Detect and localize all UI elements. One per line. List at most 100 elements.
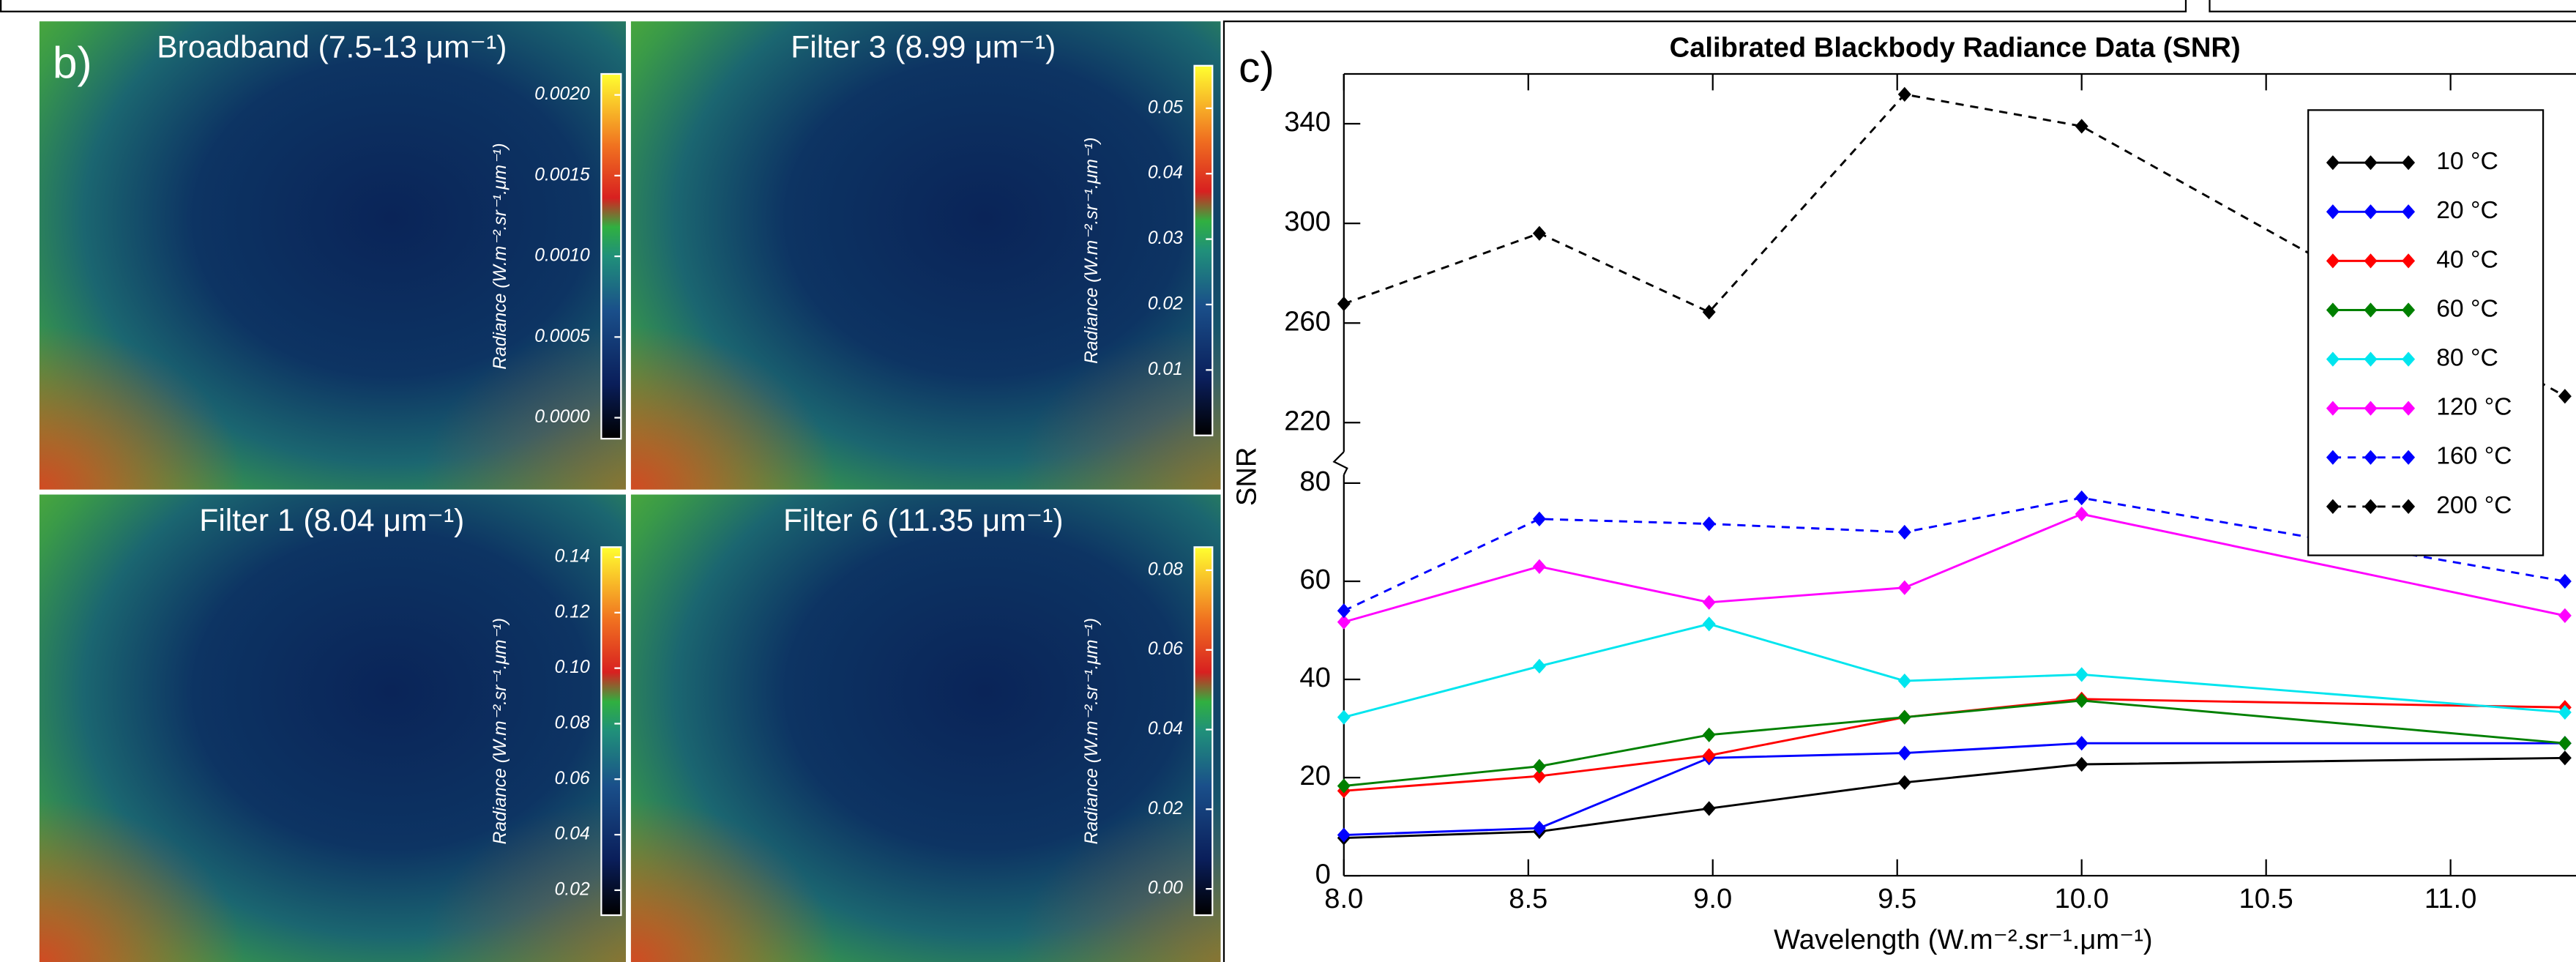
x-tick-label: 10.5 [2239, 883, 2293, 914]
colorbar-tick-label: 0.0020 [534, 84, 590, 104]
colorbar-tick-label: 0.03 [1148, 228, 1183, 248]
legend-label: 40 °C [2436, 246, 2498, 273]
colorbar-tick-label: 0.00 [1148, 879, 1183, 898]
marker [2558, 736, 2572, 751]
marker [1532, 821, 1546, 836]
marker [1897, 524, 1911, 540]
panel-title: Filter 3 (8.99 μm⁻¹) [791, 30, 1056, 65]
legend-label: 20 °C [2436, 197, 2498, 224]
chart-title: Calibrated Blackbody Radiance Data (SNR) [1670, 31, 2241, 63]
marker [2075, 756, 2088, 772]
marker [1702, 616, 1716, 632]
colorbar-tick-label: 0.06 [1148, 639, 1183, 659]
legend-label: 10 °C [2436, 148, 2498, 175]
marker [1337, 709, 1351, 725]
marker [1532, 225, 1546, 241]
marker [2558, 573, 2572, 589]
y-tick-label: 20 [1299, 760, 1330, 791]
legend-marker [2326, 204, 2340, 220]
colorbar-tick-label: 0.0010 [534, 246, 590, 266]
legend-marker [2326, 351, 2340, 367]
marker [2558, 750, 2572, 766]
colorbar-tick-label: 0.02 [1148, 294, 1183, 313]
panel-label: b) [53, 37, 92, 87]
panel-frame [1222, 20, 2576, 962]
y-tick-label: 300 [1284, 206, 1331, 237]
heatmap-corner [39, 21, 627, 490]
y-tick-label: 260 [1284, 305, 1331, 337]
panel-label: c) [1239, 44, 1274, 92]
marker [1337, 778, 1351, 794]
colorbar-tick-label: 0.04 [555, 824, 590, 844]
colorbar-tick-label: 0.12 [555, 602, 590, 622]
colorbar-tick-label: 0.04 [1148, 719, 1183, 739]
x-axis-label: Wavelength (W.m⁻².sr⁻¹.μm⁻¹) [1774, 924, 2152, 955]
legend-label: 80 °C [2436, 344, 2498, 371]
colorbar-tick-label: 0.14 [555, 546, 590, 566]
colorbar-tick-label: 0.08 [555, 713, 590, 733]
legend-marker [2364, 302, 2378, 318]
x-tick-label: 9.0 [1693, 883, 1732, 914]
colorbar [1193, 546, 1214, 917]
marker [1702, 747, 1716, 764]
legend-marker [2326, 253, 2340, 269]
y-tick-label: 40 [1299, 662, 1330, 693]
legend-label: 160 °C [2436, 443, 2512, 470]
legend-marker [2326, 450, 2340, 465]
marker [2558, 389, 2572, 404]
marker [2075, 507, 2088, 522]
marker [1702, 727, 1716, 742]
colorbar-label: Radiance (W.m⁻².sr⁻¹.μm⁻¹) [1082, 138, 1102, 364]
series-line [1343, 622, 2565, 719]
legend-marker [2364, 204, 2378, 220]
y-tick-label: 340 [1284, 106, 1331, 138]
legend-marker [2364, 450, 2378, 465]
legend-marker [2402, 351, 2416, 367]
marker [1897, 673, 1911, 689]
y-tick-label: 60 [1299, 564, 1330, 595]
axis-break [1332, 451, 1348, 476]
marker [2075, 667, 2088, 682]
marker [1897, 775, 1911, 790]
x-tick-label: 8.5 [1509, 883, 1548, 914]
y-tick-label: 80 [1299, 466, 1330, 497]
legend-marker [2364, 253, 2378, 269]
marker [1337, 827, 1351, 843]
colorbar-tick-label: 0.02 [1148, 799, 1183, 819]
colorbar-tick-label: 0.08 [1148, 559, 1183, 579]
legend-box [2307, 109, 2545, 556]
legend-label: 120 °C [2436, 394, 2512, 421]
colorbar-tick-label: 0.01 [1148, 359, 1183, 379]
x-tick-label: 8.0 [1324, 883, 1363, 914]
x-tick-label: 10.0 [2055, 883, 2109, 914]
panel-title: Filter 6 (11.35 μm⁻¹) [783, 503, 1064, 538]
marker [1337, 603, 1351, 619]
marker [1897, 709, 1911, 725]
legend-label: 60 °C [2436, 295, 2498, 322]
legend-marker [2364, 400, 2378, 416]
marker [1532, 559, 1546, 574]
legend-marker [2402, 302, 2416, 318]
marker [1897, 86, 1911, 102]
colorbar [1193, 64, 1214, 436]
legend-marker [2402, 400, 2416, 416]
legend-marker [2402, 450, 2416, 465]
heatmap-corner [39, 494, 627, 962]
colorbar-tick-label: 0.0015 [534, 165, 590, 184]
series-line [1343, 742, 2565, 836]
marker [2075, 490, 2088, 506]
legend-marker [2402, 155, 2416, 171]
marker [1532, 769, 1546, 784]
legend-marker [2326, 400, 2340, 416]
top-frame [2209, 0, 2576, 12]
colorbar-tick-label: 0.02 [555, 879, 590, 899]
legend-marker [2326, 302, 2340, 318]
panel-title: Filter 1 (8.04 μm⁻¹) [199, 503, 464, 538]
colorbar-tick-label: 0.0000 [534, 407, 590, 427]
marker [2075, 693, 2088, 708]
marker [1702, 594, 1716, 610]
marker [1702, 305, 1716, 320]
series-line [1343, 512, 2566, 624]
